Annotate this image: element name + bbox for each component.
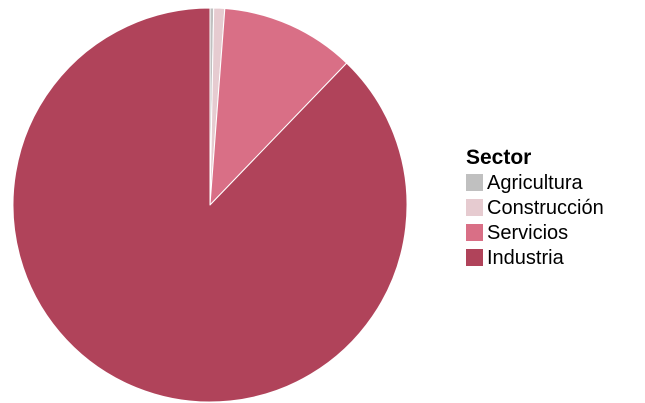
- legend-label: Industria: [487, 247, 565, 269]
- legend-label: Servicios: [487, 222, 568, 244]
- pie-slice-industria: [12, 7, 408, 403]
- legend-label: Agricultura: [487, 172, 583, 194]
- legend-items: Agricultura Construcción Servicios Industri…: [466, 172, 604, 269]
- pie-slice-servicios: [209, 8, 348, 206]
- legend-item-industria: Industria: [466, 247, 565, 269]
- legend-title: Sector: [466, 146, 531, 169]
- legend: Sector Agricultura Construcción Servicios I…: [466, 146, 604, 269]
- legend-swatch: [466, 174, 483, 191]
- legend-swatch: [466, 224, 483, 241]
- legend-swatch: [466, 249, 483, 266]
- legend-item-construccion: Construcción: [466, 197, 604, 219]
- legend-swatch: [466, 199, 483, 216]
- pie-slices: [12, 7, 408, 403]
- legend-item-servicios: Servicios: [466, 222, 568, 244]
- legend-label: Construcción: [487, 197, 604, 219]
- legend-item-agricultura: Agricultura: [466, 172, 583, 194]
